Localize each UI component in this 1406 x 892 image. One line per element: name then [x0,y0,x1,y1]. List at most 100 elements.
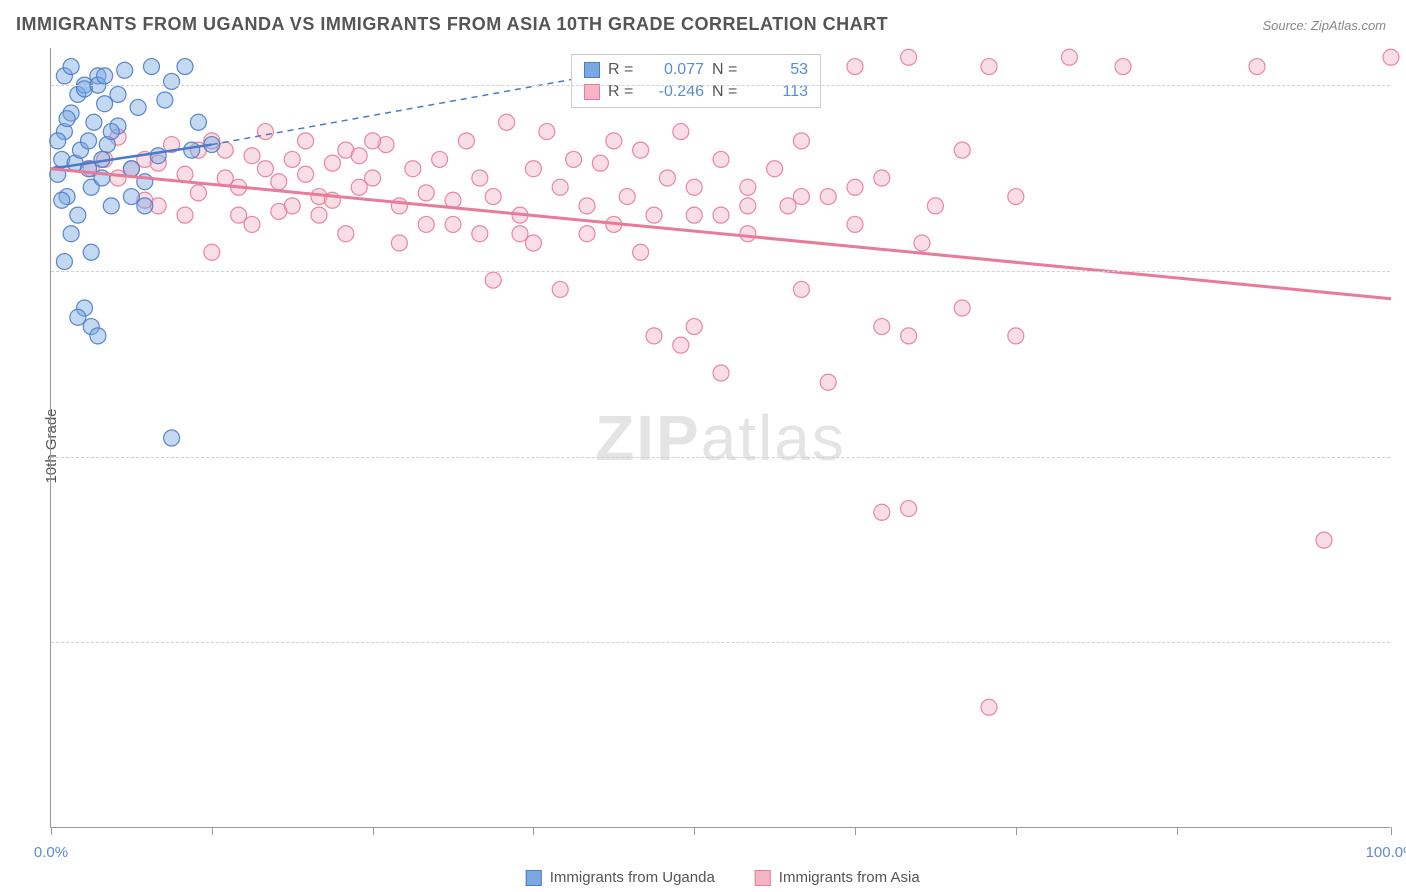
scatter-point [525,235,541,251]
x-tick [1177,827,1178,835]
scatter-point [686,319,702,335]
swatch-uganda [526,870,542,886]
scatter-point [418,185,434,201]
scatter-point [793,189,809,205]
trend-line [51,169,1391,299]
scatter-point [686,207,702,223]
scatter-point [847,59,863,75]
scatter-point [606,133,622,149]
x-tick [1391,827,1392,835]
scatter-point [646,328,662,344]
scatter-point [81,133,97,149]
x-tick [694,827,695,835]
scatter-point [512,226,528,242]
y-tick-label: 70.0% [1400,634,1406,651]
scatter-point [673,337,689,353]
scatter-point [981,699,997,715]
scatter-point [847,179,863,195]
scatter-point [271,203,287,219]
swatch-asia [755,870,771,886]
scatter-point [54,192,70,208]
scatter-point [552,281,568,297]
scatter-point [164,73,180,89]
scatter-point [298,166,314,182]
scatter-point [901,501,917,517]
scatter-point [1316,532,1332,548]
scatter-point [150,148,166,164]
legend-item-asia: Immigrants from Asia [755,869,920,886]
scatter-point [525,161,541,177]
legend-row-uganda: R = 0.077 N = 53 [584,61,808,79]
scatter-point [50,133,66,149]
scatter-point [130,99,146,115]
scatter-point [901,49,917,65]
scatter-point [70,207,86,223]
x-tick-label-left: 0.0% [34,844,68,861]
scatter-point [83,244,99,260]
x-tick [373,827,374,835]
x-tick [533,827,534,835]
scatter-point [123,189,139,205]
scatter-point [1115,59,1131,75]
scatter-point [405,161,421,177]
scatter-point [901,328,917,344]
scatter-point [472,170,488,186]
scatter-point [63,226,79,242]
scatter-point [63,59,79,75]
scatter-point [1383,49,1399,65]
scatter-point [365,133,381,149]
scatter-point [820,189,836,205]
scatter-point [298,133,314,149]
scatter-point [793,133,809,149]
scatter-point [244,216,260,232]
scatter-point [954,142,970,158]
scatter-point [324,155,340,171]
scatter-point [432,151,448,167]
scatter-point [767,161,783,177]
scatter-point [1008,328,1024,344]
scatter-point [552,179,568,195]
scatter-point [713,365,729,381]
scatter-point [59,111,75,127]
scatter-point [110,170,126,186]
n-label: N = [712,61,740,79]
x-tick [1016,827,1017,835]
scatter-point [619,189,635,205]
scatter-point [204,244,220,260]
scatter-point [271,174,287,190]
scatter-point [70,309,86,325]
scatter-point [391,235,407,251]
scatter-point [351,148,367,164]
scatter-point [103,124,119,140]
scatter-point [157,92,173,108]
scatter-point [485,272,501,288]
scatter-point [472,226,488,242]
scatter-point [633,142,649,158]
scatter-point [579,226,595,242]
scatter-point [713,207,729,223]
scatter-point [646,207,662,223]
scatter-point [874,170,890,186]
scatter-point [351,179,367,195]
grid-line [51,642,1390,643]
scatter-point [1008,189,1024,205]
scatter-point [177,207,193,223]
chart-title: IMMIGRANTS FROM UGANDA VS IMMIGRANTS FRO… [16,14,888,35]
scatter-point [686,179,702,195]
scatter-point [458,133,474,149]
x-tick [855,827,856,835]
scatter-point [499,114,515,130]
swatch-uganda [584,62,600,78]
scatter-point [257,161,273,177]
legend-label-uganda: Immigrants from Uganda [550,869,715,886]
series-legend: Immigrants from Uganda Immigrants from A… [526,869,920,886]
scatter-point [164,430,180,446]
x-tick-label-right: 100.0% [1366,844,1406,861]
scatter-point [257,124,273,140]
scatter-point [740,198,756,214]
scatter-point [123,161,139,177]
scatter-point [633,244,649,260]
r-value-uganda: 0.077 [644,61,704,79]
scatter-point [56,254,72,270]
scatter-point [391,198,407,214]
